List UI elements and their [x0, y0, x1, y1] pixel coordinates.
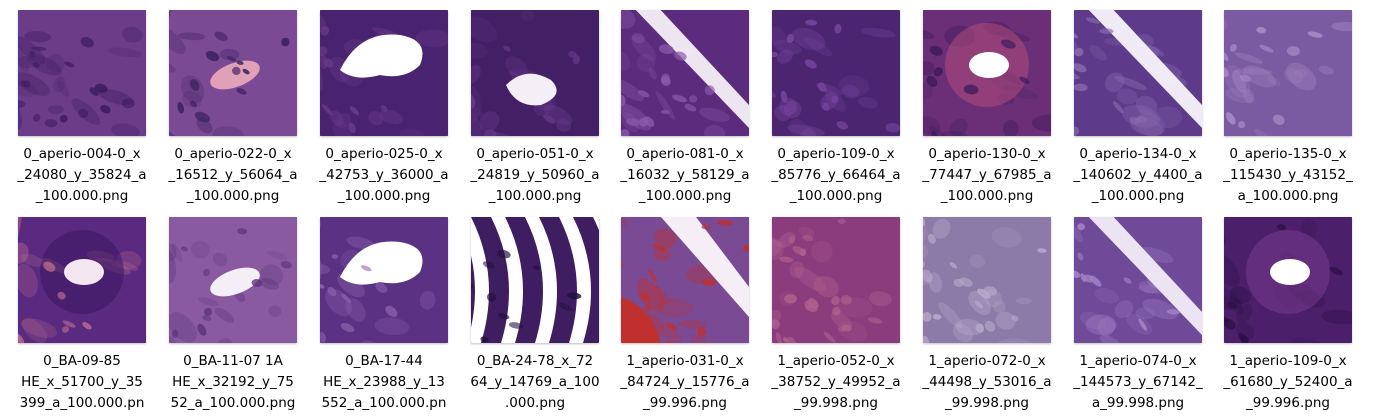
file-name: 0_aperio-004-0_x _24080_y_35824_a _100.000… [17, 146, 147, 204]
thumbnail-image[interactable] [621, 217, 749, 343]
file-name: 0_BA-11-07 1A HE_x_32192_y_75 52_a_100.000… [170, 353, 296, 411]
file-item[interactable]: 0_aperio-081-0_x _16032_y_58129_a _100.000… [603, 10, 753, 215]
file-item[interactable]: 0_aperio-004-0_x _24080_y_35824_a _100.000… [0, 10, 150, 215]
file-item[interactable]: 1_aperio-072-0_x _44498_y_53016_a _99.998.… [905, 217, 1055, 420]
file-item[interactable]: 1_aperio-109-0_x _61680_y_52400_a _99.996.… [1206, 217, 1356, 420]
histology-thumbnail [18, 217, 146, 343]
thumbnail-image[interactable] [1224, 10, 1352, 136]
file-name: 0_BA-24-78_x_72 64_y_14769_a_100.000.png [470, 353, 600, 411]
histology-thumbnail [18, 10, 146, 136]
file-name: 0_aperio-022-0_x _16512_y_56064_a _100.000… [168, 146, 298, 204]
thumbnail-image[interactable] [1224, 217, 1352, 343]
thumbnail-image[interactable] [923, 10, 1051, 136]
file-item[interactable]: 0_BA-17-44 HE_x_23988_y_13 552_a_100.000.p… [302, 217, 452, 420]
file-item[interactable]: 0_BA-24-78_x_72 64_y_14769_a_100.000.png [453, 217, 603, 420]
file-name: 0_BA-17-44 HE_x_23988_y_13 552_a_100.000.p… [321, 353, 447, 411]
file-name: 1_aperio-052-0_x _38752_y_49952_a _99.998.… [771, 353, 901, 411]
thumbnail-image[interactable] [1074, 217, 1202, 343]
file-item[interactable]: 1_aperio-031-0_x _84724_y_15776_a _99.996.… [603, 217, 753, 420]
histology-thumbnail [1074, 10, 1202, 136]
file-item[interactable]: 0_aperio-135-0_x _115430_y_43152_ a_100.00… [1206, 10, 1356, 215]
file-name: 0_aperio-051-0_x _24819_y_50960_a _100.000… [470, 146, 600, 204]
file-item[interactable]: 0_aperio-022-0_x _16512_y_56064_a _100.000… [151, 10, 301, 215]
file-item[interactable]: 0_aperio-109-0_x _85776_y_66464_a _100.000… [754, 10, 904, 215]
thumbnail-image[interactable] [169, 217, 297, 343]
histology-thumbnail [621, 217, 749, 343]
file-name: 0_aperio-130-0_x _77447_y_67985_a _100.000… [922, 146, 1052, 204]
histology-thumbnail [1074, 217, 1202, 343]
file-item[interactable]: 0_BA-11-07 1A HE_x_32192_y_75 52_a_100.000… [151, 217, 301, 420]
histology-thumbnail [1224, 10, 1352, 136]
thumbnail-image[interactable] [18, 10, 146, 136]
thumbnail-image[interactable] [621, 10, 749, 136]
file-item[interactable]: 1_aperio-074-0_x _144573_y_67142_ a_99.998… [1056, 217, 1206, 420]
file-name: 0_aperio-025-0_x _42753_y_36000_a _100.000… [319, 146, 449, 204]
file-name: 0_aperio-109-0_x _85776_y_66464_a _100.000… [771, 146, 901, 204]
file-name: 0_BA-09-85 HE_x_51700_y_35 399_a_100.000.p… [19, 353, 145, 411]
histology-thumbnail [471, 10, 599, 136]
histology-thumbnail [169, 10, 297, 136]
histology-thumbnail [923, 217, 1051, 343]
thumbnail-image[interactable] [169, 10, 297, 136]
file-name: 1_aperio-109-0_x _61680_y_52400_a _99.996.… [1223, 353, 1353, 411]
file-item[interactable]: 0_aperio-130-0_x _77447_y_67985_a _100.000… [905, 10, 1055, 215]
thumbnail-image[interactable] [471, 10, 599, 136]
file-item[interactable]: 1_aperio-052-0_x _38752_y_49952_a _99.998.… [754, 217, 904, 420]
file-item[interactable]: 0_aperio-134-0_x _140602_y_4400_a _100.000… [1056, 10, 1206, 215]
histology-thumbnail [169, 217, 297, 343]
thumbnail-image[interactable] [471, 217, 599, 343]
histology-thumbnail [772, 217, 900, 343]
file-item[interactable]: 0_aperio-051-0_x _24819_y_50960_a _100.000… [453, 10, 603, 215]
file-name: 1_aperio-031-0_x _84724_y_15776_a _99.996.… [620, 353, 750, 411]
histology-thumbnail [1224, 217, 1352, 343]
histology-thumbnail [471, 217, 599, 343]
thumbnail-image[interactable] [772, 217, 900, 343]
thumbnail-image[interactable] [923, 217, 1051, 343]
file-name: 0_aperio-134-0_x _140602_y_4400_a _100.000… [1073, 146, 1203, 204]
histology-thumbnail [320, 217, 448, 343]
histology-thumbnail [772, 10, 900, 136]
file-name: 0_aperio-135-0_x _115430_y_43152_ a_100.00… [1223, 146, 1353, 204]
thumbnail-image[interactable] [320, 10, 448, 136]
thumbnail-image[interactable] [1074, 10, 1202, 136]
thumbnail-image[interactable] [772, 10, 900, 136]
histology-thumbnail [320, 10, 448, 136]
histology-thumbnail [923, 10, 1051, 136]
file-name: 1_aperio-072-0_x _44498_y_53016_a _99.998.… [922, 353, 1052, 411]
file-name: 1_aperio-074-0_x _144573_y_67142_ a_99.998… [1073, 353, 1203, 411]
thumbnail-image[interactable] [320, 217, 448, 343]
file-item[interactable]: 0_aperio-025-0_x _42753_y_36000_a _100.000… [302, 10, 452, 215]
file-name: 0_aperio-081-0_x _16032_y_58129_a _100.000… [620, 146, 750, 204]
file-item[interactable]: 0_BA-09-85 HE_x_51700_y_35 399_a_100.000.p… [0, 217, 150, 420]
thumbnail-image[interactable] [18, 217, 146, 343]
histology-thumbnail [621, 10, 749, 136]
